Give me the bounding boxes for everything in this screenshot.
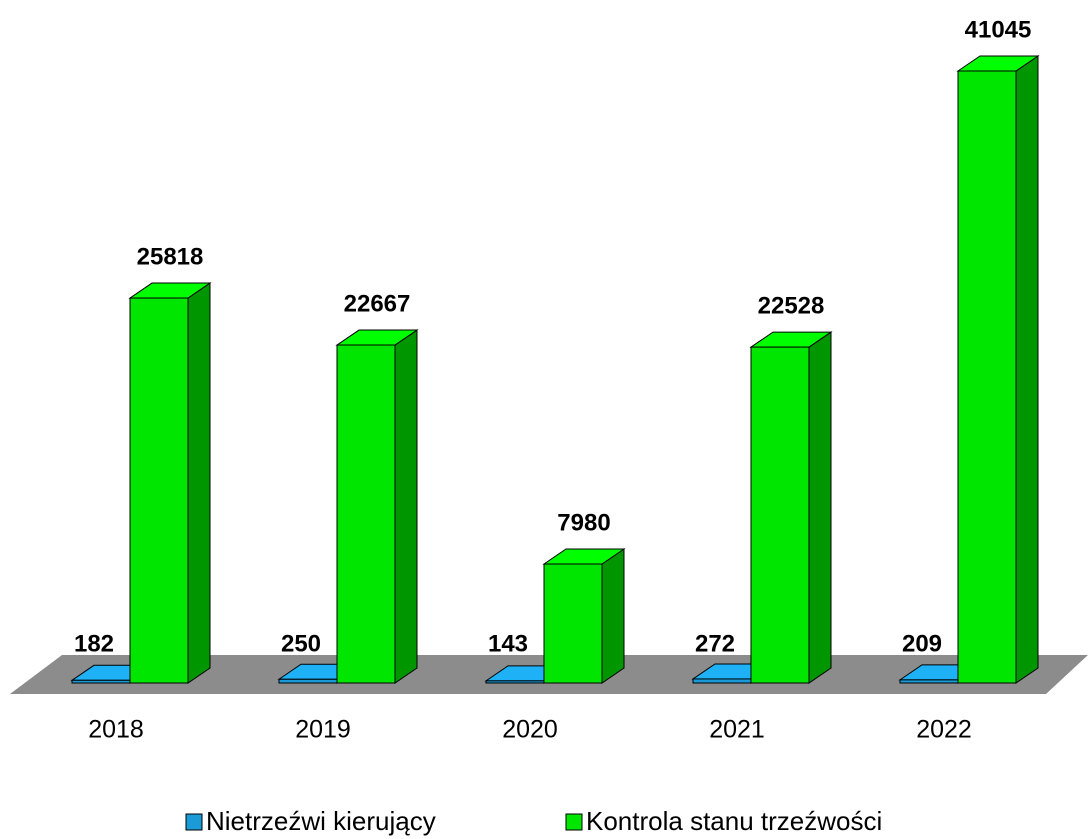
bar-side <box>187 282 211 684</box>
data-label: 143 <box>488 630 528 657</box>
bar-side <box>808 331 832 684</box>
legend-swatch <box>565 813 583 831</box>
bar <box>957 70 1017 684</box>
legend-label: Nietrzeźwi kierujący <box>206 806 436 836</box>
bar-side <box>601 548 625 684</box>
bar <box>692 678 752 684</box>
data-label: 22528 <box>758 292 825 319</box>
bar <box>899 679 959 684</box>
bar <box>543 563 603 684</box>
data-label: 41045 <box>965 16 1032 43</box>
bar <box>129 297 189 684</box>
x-tick-label: 2019 <box>295 716 351 744</box>
bar <box>750 346 810 684</box>
x-tick-label: 2020 <box>502 716 558 744</box>
data-label: 209 <box>902 630 942 657</box>
bar <box>71 679 131 684</box>
bar <box>336 344 396 684</box>
data-label: 182 <box>74 630 114 657</box>
bar <box>485 680 545 684</box>
data-label: 272 <box>695 630 735 657</box>
x-tick-label: 2021 <box>709 716 765 744</box>
data-label: 22667 <box>344 290 411 317</box>
data-label: 25818 <box>137 243 204 270</box>
legend-label: Kontrola stanu trzeźwości <box>586 806 882 836</box>
legend-swatch <box>185 813 203 831</box>
bar-side <box>394 329 418 684</box>
bar <box>278 678 338 684</box>
data-label: 7980 <box>557 509 610 536</box>
data-label: 250 <box>281 630 321 657</box>
x-tick-label: 2022 <box>916 716 972 744</box>
x-tick-label: 2018 <box>88 716 144 744</box>
bar-side <box>1015 55 1039 684</box>
